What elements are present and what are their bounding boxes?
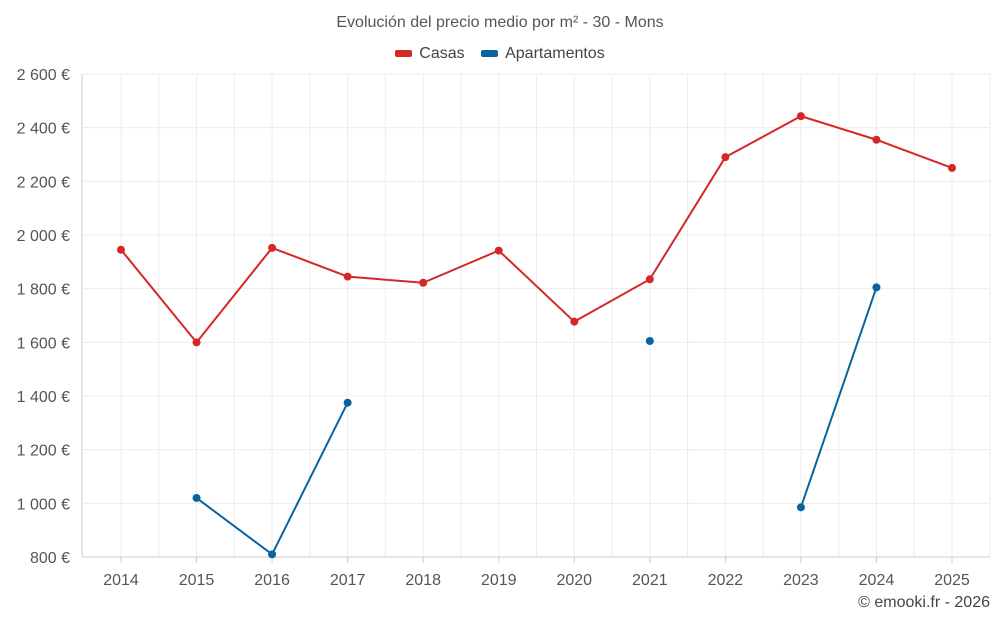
casas-point <box>570 317 579 326</box>
casas-point <box>192 338 201 347</box>
x-tick-label: 2015 <box>179 572 215 589</box>
apartamentos-point <box>872 283 881 292</box>
y-tick-label: 2 200 € <box>17 174 70 191</box>
y-tick-label: 2 000 € <box>17 228 70 245</box>
apartamentos-line <box>799 287 878 508</box>
apartamentos-point <box>268 550 277 559</box>
y-tick-label: 1 000 € <box>17 496 70 513</box>
casas-point <box>343 272 352 281</box>
y-tick-label: 1 200 € <box>17 443 70 460</box>
y-tick-label: 800 € <box>30 550 70 567</box>
casas-line <box>120 115 953 344</box>
x-tick-label: 2022 <box>708 572 744 589</box>
casas-point <box>419 278 428 287</box>
series-points <box>117 112 956 559</box>
x-axis: 2014 2015 2016 2017 2018 2019 2020 2021 2022 2023… <box>82 556 990 589</box>
x-tick-label: 2014 <box>103 572 139 589</box>
casas-point <box>948 163 956 172</box>
apartamentos-point <box>343 398 352 407</box>
chart-title: Evolución del precio medio por m² - 30 -… <box>336 14 664 31</box>
casas-swatch-icon <box>395 50 413 57</box>
apartamentos-swatch-icon <box>481 50 499 57</box>
legend: Casas Apartamentos <box>0 44 1000 63</box>
apartamentos-point <box>796 503 805 512</box>
y-tick-label: 2 600 € <box>17 67 70 84</box>
x-tick-label: 2019 <box>481 572 517 589</box>
casas-point <box>494 246 503 255</box>
x-tick-label: 2017 <box>330 572 366 589</box>
x-tick-label: 2023 <box>783 572 819 589</box>
y-tick-label: 1 800 € <box>17 282 70 299</box>
credit-text: © emooki.fr - 2026 <box>858 594 990 611</box>
x-tick-label: 2016 <box>254 572 290 589</box>
x-tick-label: 2025 <box>934 572 970 589</box>
x-tick-label: 2020 <box>556 572 592 589</box>
legend-label-casas: Casas <box>419 44 465 62</box>
casas-point <box>268 243 277 252</box>
legend-label-apartamentos: Apartamentos <box>505 44 605 62</box>
apartamentos-point <box>645 336 654 345</box>
x-tick-label: 2018 <box>405 572 441 589</box>
y-axis: 800 € 1 000 € 1 200 € 1 400 € 1 600 € 1 800 €… <box>17 67 83 567</box>
legend-item-casas[interactable]: Casas <box>395 44 465 63</box>
casas-point <box>872 135 881 144</box>
legend-item-apartamentos[interactable]: Apartamentos <box>481 45 605 63</box>
casas-point <box>721 153 730 162</box>
casas-point <box>796 112 805 121</box>
apartamentos-point <box>192 493 201 502</box>
casas-point <box>117 245 125 254</box>
x-tick-label: 2021 <box>632 572 668 589</box>
x-tick-label: 2024 <box>859 572 895 589</box>
y-tick-label: 1 600 € <box>17 335 70 352</box>
y-tick-label: 1 400 € <box>17 389 70 406</box>
casas-point <box>645 275 654 284</box>
y-tick-label: 2 400 € <box>17 121 70 138</box>
